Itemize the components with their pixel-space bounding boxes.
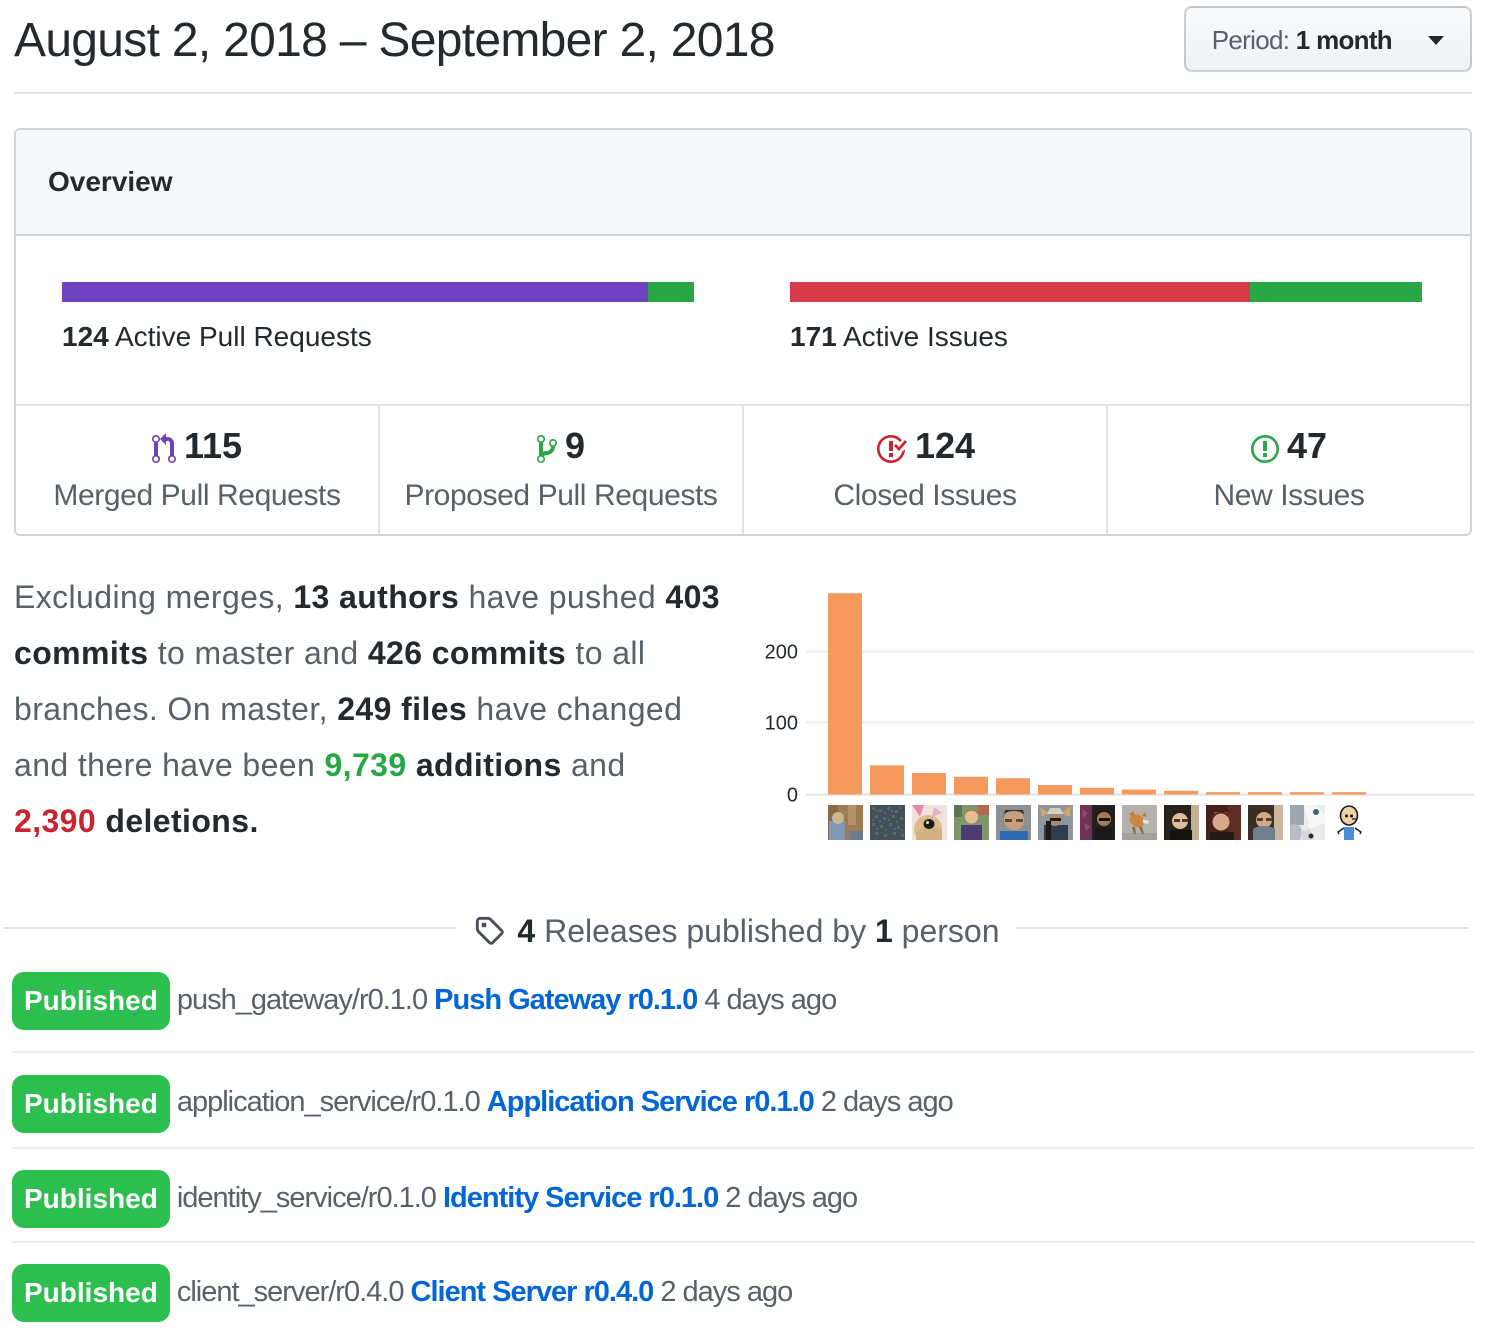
svg-text:0: 0 bbox=[787, 785, 798, 802]
svg-text:200: 200 bbox=[765, 642, 798, 664]
svg-text:100: 100 bbox=[765, 712, 798, 734]
